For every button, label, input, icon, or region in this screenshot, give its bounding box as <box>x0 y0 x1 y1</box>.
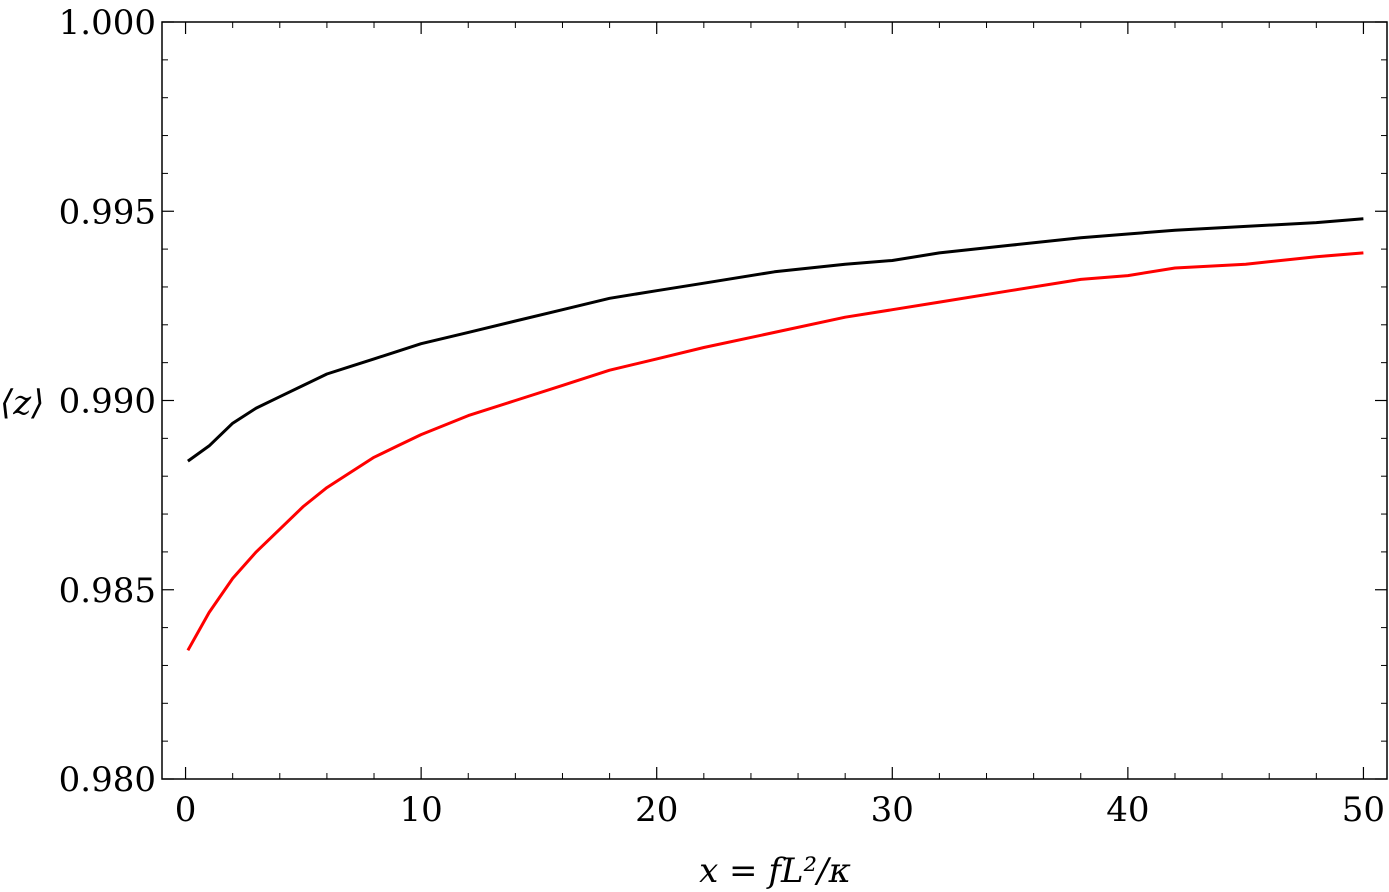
plot-frame <box>161 21 1388 780</box>
y-tick-label: 0.990 <box>59 382 156 422</box>
axis-ticks <box>162 21 1387 780</box>
series-line-2 <box>186 251 1364 652</box>
y-axis-label: ⟨z⟩ <box>0 383 44 423</box>
x-tick-label: 30 <box>871 790 914 830</box>
x-axis-label: x = fL²/κ <box>699 851 851 891</box>
y-tick-label: 1.000 <box>59 3 156 43</box>
x-tick-label: 10 <box>400 790 443 830</box>
series-group <box>186 217 1364 652</box>
y-tick-label: 0.985 <box>59 571 156 611</box>
x-tick-label: 20 <box>635 790 678 830</box>
series-line-1 <box>187 217 1364 463</box>
x-tick-label: 40 <box>1106 790 1149 830</box>
tick-labels: 0 10 20 30 40 50 0.980 0.985 0.990 0.995 1.000 <box>59 3 1385 830</box>
x-tick-label: 50 <box>1342 790 1385 830</box>
y-tick-label: 0.980 <box>59 760 156 800</box>
x-tick-label: 0 <box>175 790 197 830</box>
y-tick-label: 0.995 <box>59 192 156 232</box>
